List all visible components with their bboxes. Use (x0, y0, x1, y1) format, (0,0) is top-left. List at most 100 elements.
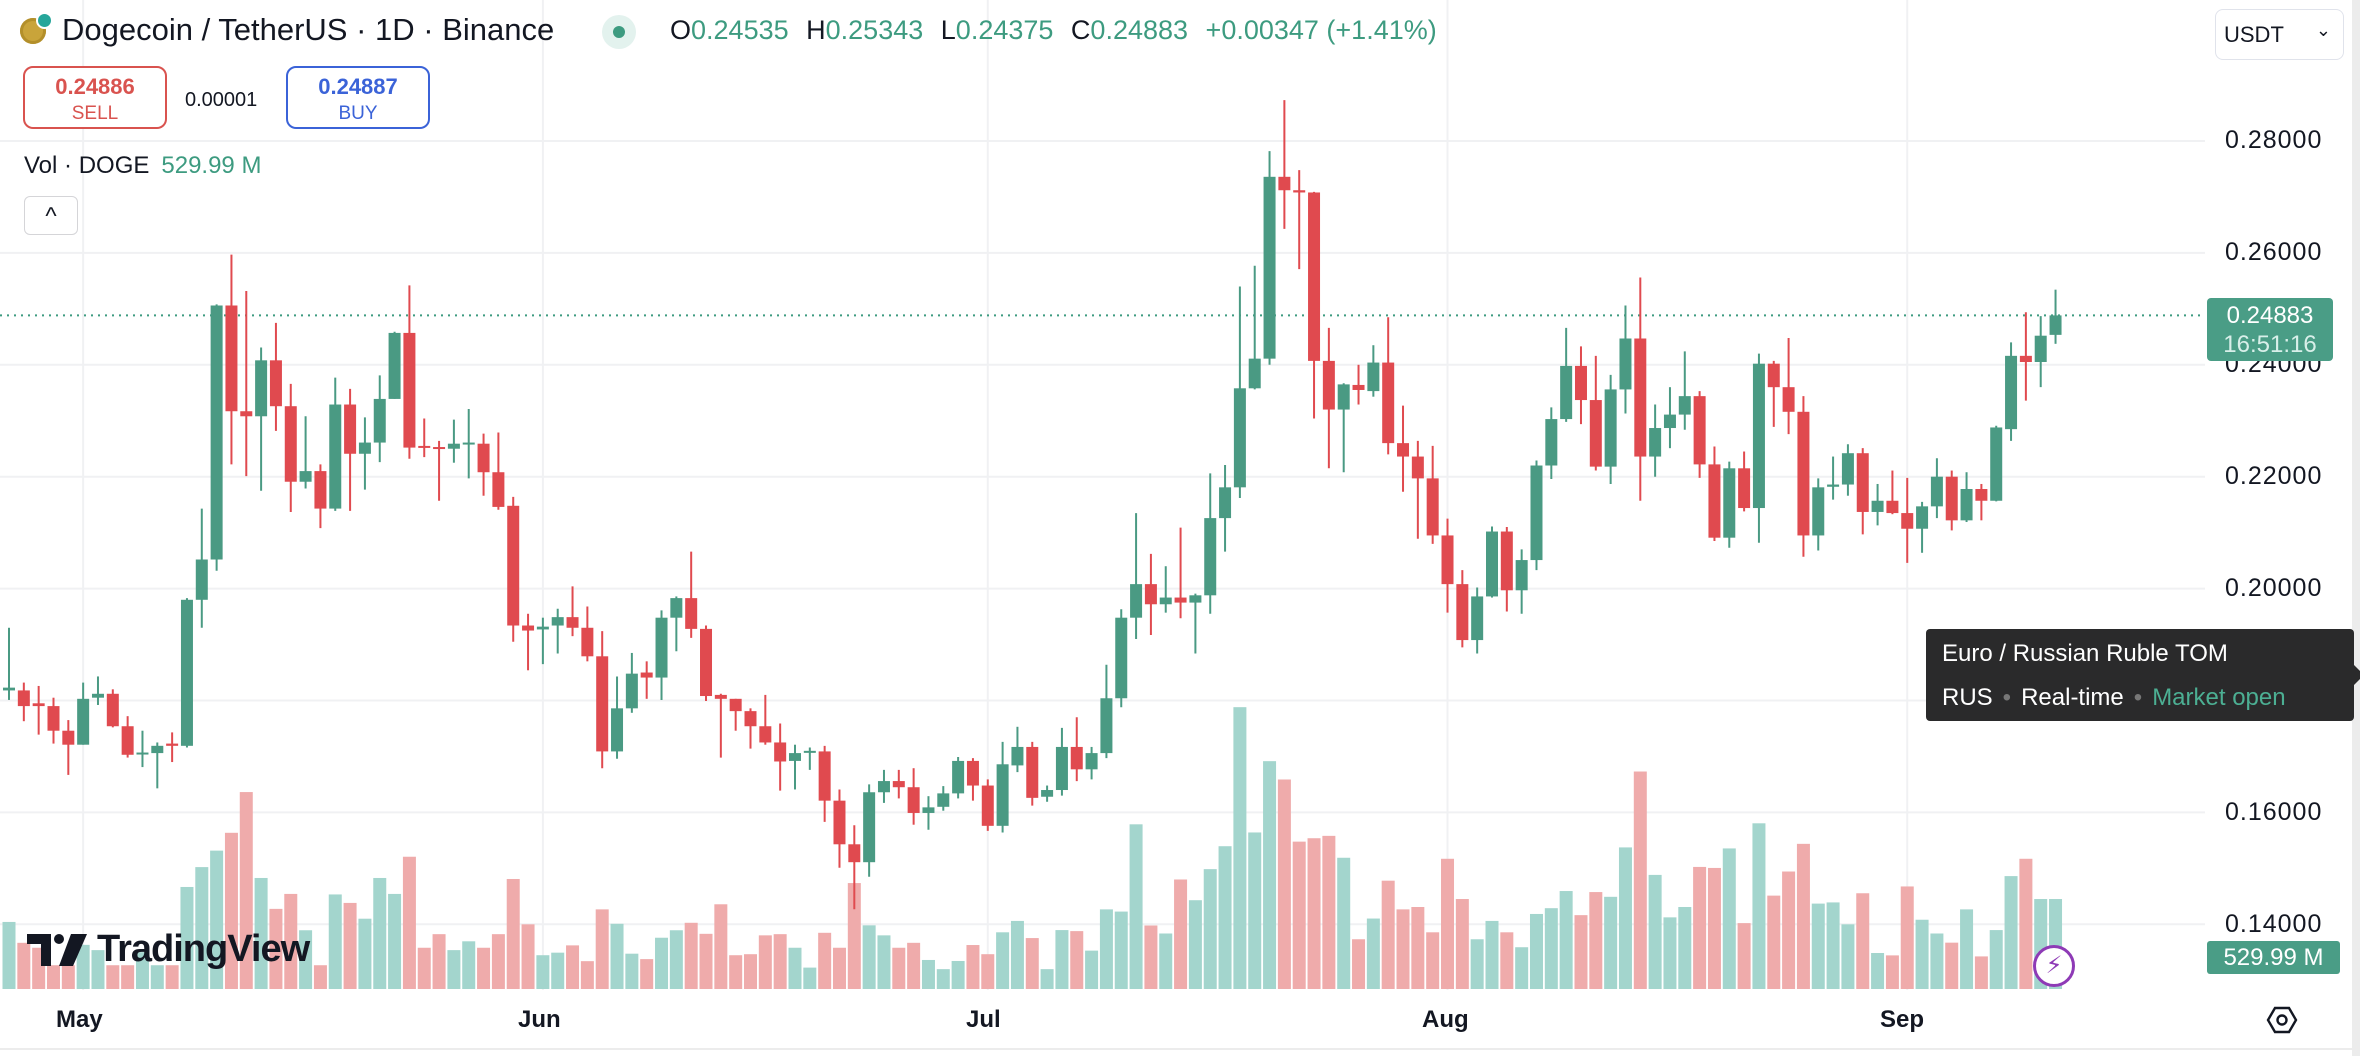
candle-up (299, 471, 312, 482)
volume-bar (1648, 874, 1662, 989)
volume-bar (1411, 906, 1425, 989)
volume-bar (640, 959, 654, 989)
volume-bar (1396, 909, 1410, 989)
volume-bar (1144, 925, 1158, 989)
volume-bar (91, 950, 105, 989)
candle-down (640, 672, 653, 678)
volume-bar (135, 952, 149, 989)
candle-down (121, 726, 134, 755)
volume-bar (1826, 902, 1840, 989)
candle-down (403, 332, 416, 448)
chart-border (2352, 0, 2360, 1056)
buy-label: BUY (338, 103, 378, 124)
candle-up (373, 398, 386, 443)
candle-up (1055, 746, 1068, 791)
volume-legend[interactable]: Vol · DOGE 529.99 M (24, 152, 261, 180)
candle-down (1901, 513, 1914, 529)
volume-bar (1574, 915, 1588, 989)
collapse-legend-button[interactable]: ^ (24, 196, 78, 235)
symbol-title[interactable]: Dogecoin / TetherUS · 1D · Binance (62, 12, 555, 47)
candle-down (1945, 476, 1958, 521)
candle-up (136, 752, 149, 755)
volume-bar (284, 893, 298, 989)
candle-up (625, 673, 638, 709)
volume-bar (1693, 866, 1707, 989)
volume-bar (699, 933, 713, 989)
candle-up (447, 443, 460, 449)
candle-up (551, 617, 564, 626)
candle-down (492, 472, 505, 507)
volume-bar (729, 955, 743, 989)
candle-up (1337, 384, 1350, 410)
candle-down (596, 656, 609, 752)
candle-up (77, 698, 90, 745)
volume-bar (1900, 886, 1914, 989)
buy-button[interactable]: 0.24887 BUY (286, 66, 430, 129)
volume-bar (313, 965, 327, 989)
volume-bar (106, 965, 120, 989)
x-axis-label: May (56, 1006, 103, 1033)
candle-up (1545, 419, 1558, 466)
candle-up (1930, 476, 1943, 507)
candle-down (1886, 500, 1899, 514)
volume-bar (996, 932, 1010, 989)
tether-badge-icon (36, 12, 53, 29)
volume-bar (180, 886, 194, 989)
candle-up (1916, 506, 1929, 529)
candle-down (477, 443, 490, 473)
volume-bar (269, 908, 283, 989)
volume-bar (388, 893, 402, 989)
volume-legend-value: 529.99 M (161, 152, 262, 179)
candle-down (774, 742, 787, 762)
candle-down (1426, 478, 1439, 536)
sell-button[interactable]: 0.24886 SELL (23, 66, 167, 129)
symbol-tooltip: Euro / Russian Ruble TOM RUS • Real-time • M… (1926, 629, 2360, 721)
volume-bar (1366, 918, 1380, 989)
volume-bar (121, 965, 135, 989)
candle-down (1308, 192, 1321, 361)
candle-down (522, 625, 535, 631)
x-axis-label: Jun (518, 1006, 561, 1033)
volume-bar (1915, 919, 1929, 989)
volume-bar (328, 894, 342, 989)
candle-down (1574, 365, 1587, 401)
tradingview-logo[interactable]: TradingView (27, 928, 310, 972)
candle-down (581, 627, 594, 657)
volume-bar (1974, 956, 1988, 989)
candle-up (1871, 500, 1884, 512)
volume-bar (610, 923, 624, 989)
volume-bar (1292, 841, 1306, 989)
candle-down (907, 787, 920, 813)
candle-up (655, 617, 668, 678)
volume-bar (714, 904, 728, 989)
volume-bar (684, 922, 698, 989)
market-status-icon[interactable] (602, 15, 636, 49)
volume-legend-label: Vol · DOGE (24, 152, 150, 179)
candle-up (536, 626, 549, 630)
candle-down (1352, 384, 1365, 390)
candle-up (1233, 388, 1246, 488)
price-axis-label: 0.26000 (2225, 238, 2323, 266)
candle-up (1219, 487, 1232, 519)
sell-price: 0.24886 (55, 74, 135, 99)
candle-up (1041, 790, 1054, 797)
volume-bar (373, 877, 387, 989)
volume-bar (669, 930, 683, 989)
close-label: C (1070, 15, 1091, 45)
candle-up (1678, 396, 1691, 415)
volume-bar (788, 947, 802, 989)
currency-select[interactable]: USDT ⌄ (2215, 9, 2344, 60)
lightning-icon[interactable]: ⚡︎ (2033, 945, 2075, 987)
candle-down (166, 743, 179, 746)
candle-down (47, 706, 60, 731)
volume-bar (862, 925, 876, 989)
candle-down (818, 751, 831, 801)
candle-up (996, 764, 1009, 826)
candle-down (240, 411, 253, 417)
tooltip-status: Market open (2152, 684, 2286, 711)
candle-up (255, 360, 268, 417)
candle-up (1189, 595, 1202, 603)
candle-up (2005, 355, 2018, 430)
chart-settings-icon[interactable] (2266, 1004, 2298, 1036)
